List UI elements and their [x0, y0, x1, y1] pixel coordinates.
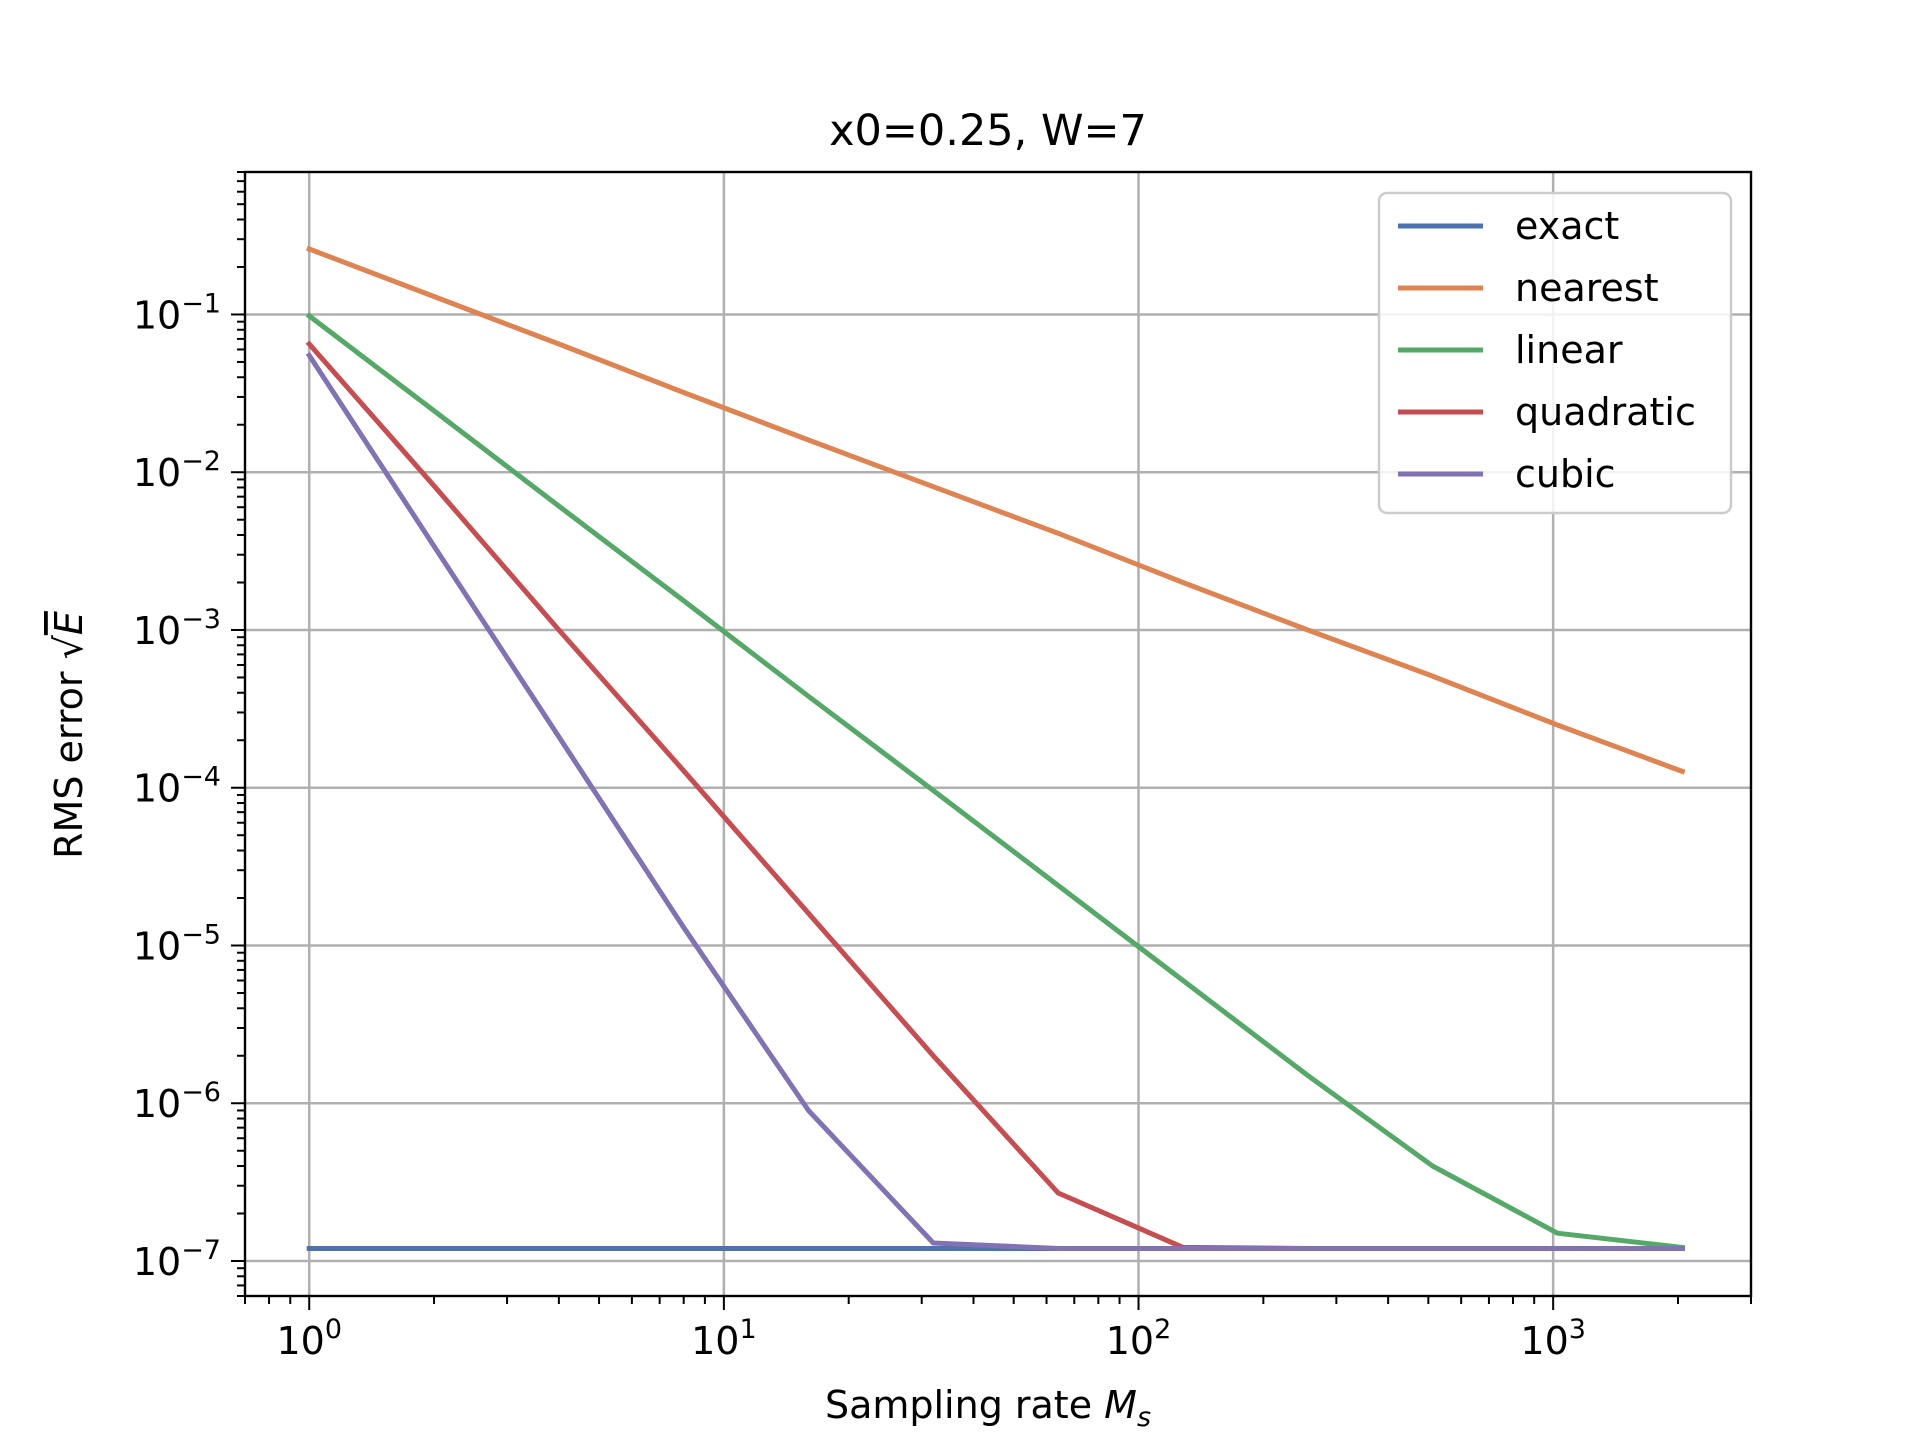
y-tick-base: 10 [133, 609, 181, 653]
y-axis-label: RMS error √E [47, 611, 91, 859]
y-tick-exponent: −2 [181, 446, 221, 477]
grid [245, 172, 1751, 1296]
series-line-cubic [305, 351, 1685, 1251]
legend-label-nearest: nearest [1515, 266, 1659, 310]
x-tick-exponent: 0 [325, 1314, 342, 1345]
y-tick-exponent: −3 [181, 604, 221, 635]
chart-title: x0=0.25, W=7 [829, 106, 1147, 156]
y-axis-label-symbol: E [47, 611, 91, 635]
x-tick-label: 102 [1106, 1314, 1172, 1363]
x-tick-base: 10 [1520, 1319, 1568, 1363]
y-tick-labels: 10−110−210−310−410−510−610−7 [133, 288, 221, 1284]
legend-label-exact: exact [1515, 204, 1619, 248]
x-tick-exponent: 3 [1569, 1314, 1586, 1345]
minor-ticks [237, 171, 1752, 1304]
x-tick-label: 101 [691, 1314, 757, 1363]
y-axis-label-text: RMS error [47, 659, 91, 858]
x-axis-label-symbol: M [1104, 1383, 1137, 1427]
x-axis-label-subscript: s [1137, 1402, 1151, 1433]
series-line-linear [305, 312, 1686, 1251]
x-tick-label: 103 [1520, 1314, 1586, 1363]
plot-frame [243, 170, 1753, 1298]
y-tick-base: 10 [133, 924, 181, 968]
legend-frame [1377, 191, 1733, 515]
legend-entries: exact nearest linear quadratic cubic [1398, 204, 1696, 496]
y-tick-label: 10−7 [133, 1235, 221, 1284]
y-tick-label: 10−3 [133, 604, 221, 653]
y-tick-label: 10−4 [133, 762, 221, 811]
y-tick-base: 10 [133, 293, 181, 337]
y-tick-exponent: −4 [181, 762, 221, 793]
y-tick-base: 10 [133, 767, 181, 811]
major-ticks [231, 313, 1555, 1310]
x-tick-base: 10 [276, 1319, 324, 1363]
y-tick-label: 10−6 [133, 1077, 221, 1126]
y-tick-exponent: −7 [181, 1235, 221, 1266]
x-tick-base: 10 [691, 1319, 739, 1363]
x-axis-label-text: Sampling rate [825, 1383, 1104, 1427]
legend-label-quadratic: quadratic [1515, 390, 1696, 434]
legend-label-linear: linear [1515, 328, 1623, 372]
legend: exact nearest linear quadratic cubic [1377, 191, 1733, 515]
y-tick-exponent: −5 [181, 919, 221, 950]
y-tick-label: 10−2 [133, 446, 221, 495]
x-tick-exponent: 2 [1154, 1314, 1171, 1345]
y-tick-label: 10−1 [133, 288, 221, 337]
y-axis-label-sqrt: √ [47, 634, 91, 659]
y-tick-exponent: −1 [181, 288, 221, 319]
y-tick-label: 10−5 [133, 919, 221, 968]
series-lines [305, 245, 1686, 1251]
x-tick-base: 10 [1106, 1319, 1154, 1363]
y-tick-base: 10 [133, 451, 181, 495]
x-tick-label: 100 [276, 1314, 342, 1363]
y-tick-base: 10 [133, 1082, 181, 1126]
x-axis-label: Sampling rate Ms [825, 1383, 1151, 1433]
series-line-nearest [305, 245, 1686, 775]
y-tick-exponent: −6 [181, 1077, 221, 1108]
x-tick-exponent: 1 [739, 1314, 756, 1345]
x-tick-labels: 100 101 102 103 [276, 1314, 1585, 1363]
legend-label-cubic: cubic [1515, 452, 1616, 496]
y-tick-base: 10 [133, 1240, 181, 1284]
